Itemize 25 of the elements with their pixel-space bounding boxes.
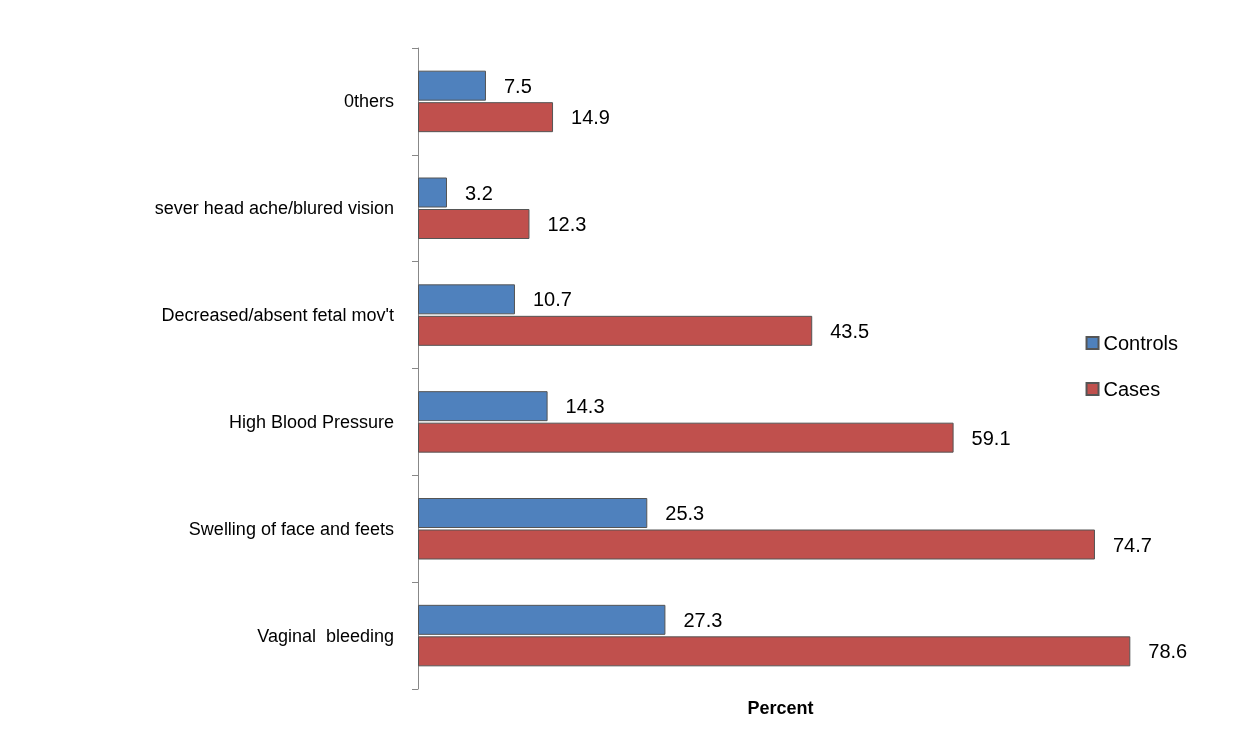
bar <box>418 284 515 315</box>
bar <box>418 315 813 346</box>
y-tick-label: Swelling of face and feets <box>188 518 394 539</box>
data-label: 59.1 <box>971 426 1011 449</box>
bar <box>418 422 954 453</box>
legend-label: Controls <box>1103 332 1179 354</box>
data-label: 14.3 <box>565 395 605 418</box>
data-label: 12.3 <box>547 213 587 235</box>
y-tick-label: High Blood Pressure <box>228 411 394 432</box>
data-label: 43.5 <box>830 319 870 342</box>
data-label: 7.5 <box>503 74 532 97</box>
data-label: 27.3 <box>683 608 723 631</box>
data-label: 78.6 <box>1148 640 1188 663</box>
y-tick-label: Decreased/absent fetal mov't <box>161 305 394 326</box>
y-tick-label: Vaginal bleeding <box>257 625 394 646</box>
data-label: 10.7 <box>532 288 572 311</box>
bar <box>418 391 548 422</box>
data-label: 3.2 <box>465 181 493 204</box>
y-tick-label: sever head ache/blured vision <box>154 198 394 219</box>
data-label: 25.3 <box>665 502 705 524</box>
data-label: 74.7 <box>1112 533 1152 556</box>
x-axis-title: Percent <box>747 698 814 718</box>
y-tick-label: 0thers <box>343 91 394 112</box>
data-label: 14.9 <box>571 106 610 129</box>
legend-label: Cases <box>1103 378 1161 400</box>
